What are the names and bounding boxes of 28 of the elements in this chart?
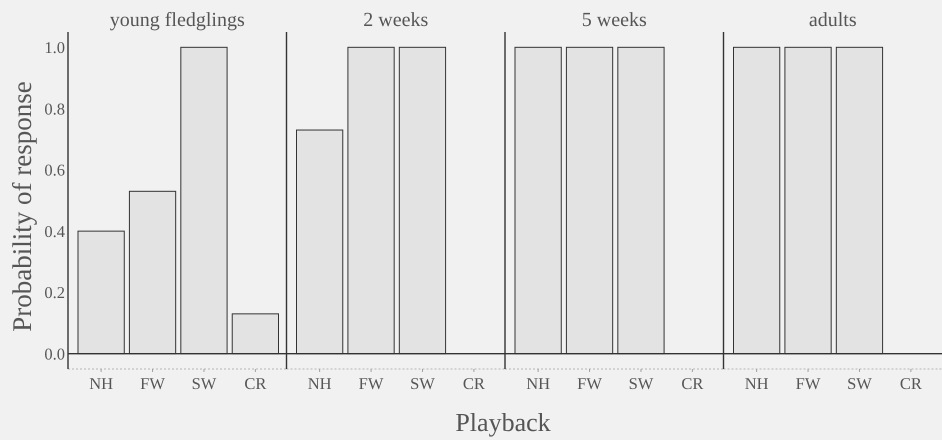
y-axis-title: Probability of response: [7, 81, 37, 332]
x-tick-label: CR: [244, 374, 266, 393]
x-axis-title: Playback: [455, 408, 551, 437]
x-tick-label: SW: [847, 374, 872, 393]
y-tick-label: 0.0: [44, 344, 65, 364]
y-tick-label: 0.8: [44, 99, 65, 118]
y-tick-label: 0.4: [44, 222, 65, 241]
x-tick-label: SW: [410, 374, 436, 393]
x-tick-label: NH: [89, 374, 114, 393]
x-tick-label: FW: [796, 374, 821, 393]
chart-title: 5 weeks: [582, 9, 647, 31]
x-tick-label: SW: [628, 374, 654, 393]
x-tick-label: SW: [192, 374, 217, 393]
x-tick-label: FW: [577, 374, 602, 393]
y-tick-label: 0.6: [44, 160, 65, 180]
y-tick-label: 1.0: [44, 38, 65, 58]
x-tick-label: CR: [900, 374, 922, 393]
chart-title: young fledglings: [110, 9, 245, 31]
x-tick-label: CR: [681, 374, 704, 393]
x-tick-label: NH: [308, 374, 332, 393]
y-tick-label: 0.2: [44, 283, 65, 302]
x-tick-label: CR: [462, 374, 485, 393]
x-tick-label: NH: [526, 374, 550, 393]
x-tick-label: NH: [744, 374, 769, 393]
x-tick-label: FW: [140, 374, 166, 393]
chart-title: 2 weeks: [363, 9, 428, 31]
x-tick-label: FW: [358, 374, 384, 393]
chart-title: adults: [808, 9, 857, 31]
